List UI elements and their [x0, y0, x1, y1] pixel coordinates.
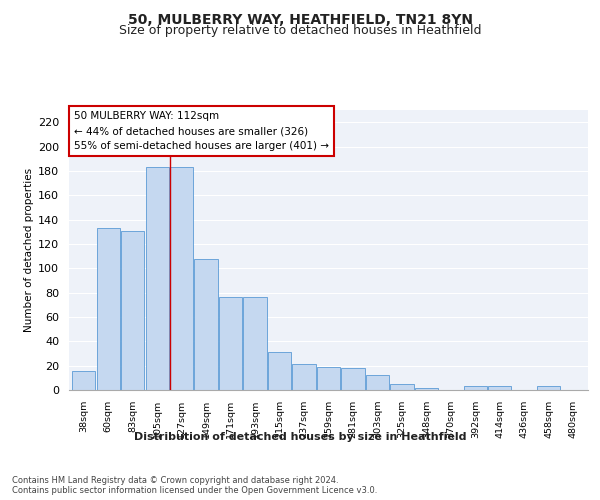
Bar — [292, 364, 316, 390]
Bar — [268, 352, 291, 390]
Bar — [366, 376, 389, 390]
Bar — [72, 370, 95, 390]
Text: 50, MULBERRY WAY, HEATHFIELD, TN21 8YN: 50, MULBERRY WAY, HEATHFIELD, TN21 8YN — [128, 12, 473, 26]
Bar — [341, 368, 365, 390]
Bar — [170, 167, 193, 390]
Bar — [194, 258, 218, 390]
Y-axis label: Number of detached properties: Number of detached properties — [24, 168, 34, 332]
Text: 50 MULBERRY WAY: 112sqm
← 44% of detached houses are smaller (326)
55% of semi-d: 50 MULBERRY WAY: 112sqm ← 44% of detache… — [74, 112, 329, 151]
Bar — [317, 367, 340, 390]
Bar — [121, 230, 144, 390]
Bar — [488, 386, 511, 390]
Text: Size of property relative to detached houses in Heathfield: Size of property relative to detached ho… — [119, 24, 481, 37]
Bar — [537, 386, 560, 390]
Bar — [391, 384, 413, 390]
Bar — [244, 298, 266, 390]
Bar — [464, 386, 487, 390]
Bar — [415, 388, 438, 390]
Text: Distribution of detached houses by size in Heathfield: Distribution of detached houses by size … — [134, 432, 466, 442]
Bar — [146, 167, 169, 390]
Bar — [97, 228, 120, 390]
Bar — [219, 298, 242, 390]
Text: Contains HM Land Registry data © Crown copyright and database right 2024.
Contai: Contains HM Land Registry data © Crown c… — [12, 476, 377, 495]
